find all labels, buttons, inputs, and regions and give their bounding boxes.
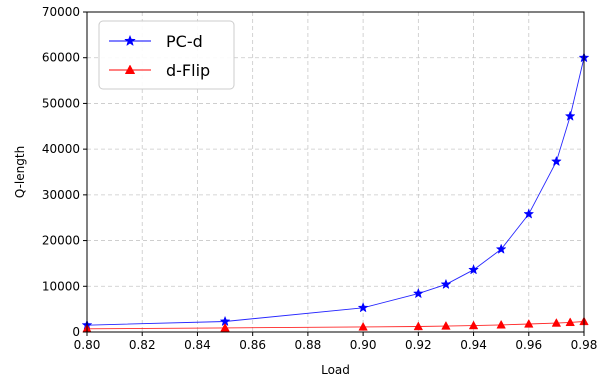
y-tick-label: 60000 <box>42 51 80 65</box>
legend-item-pc-d: PC-d <box>109 32 203 51</box>
data-point-pc-d <box>550 155 562 167</box>
data-point-pc-d <box>412 287 424 299</box>
y-tick-label: 10000 <box>42 279 80 293</box>
series-d-flip <box>82 316 589 333</box>
data-point-d-flip <box>551 318 562 327</box>
plot-frame <box>86 11 585 333</box>
x-tick-label: 0.94 <box>460 338 487 352</box>
data-point-pc-d <box>523 208 535 219</box>
x-axis-title: Load <box>321 363 350 377</box>
data-point-pc-d <box>357 302 369 313</box>
x-tick-label: 0.88 <box>295 338 322 352</box>
x-tick-label: 0.80 <box>74 338 101 352</box>
data-point-pc-d <box>468 264 479 275</box>
data-point-pc-d <box>495 243 507 254</box>
x-tick-label: 0.82 <box>129 338 156 352</box>
x-tick-label: 0.84 <box>184 338 211 352</box>
legend-item-d-flip: d-Flip <box>109 61 210 80</box>
series-line-d-flip <box>86 321 585 330</box>
x-tick-label: 0.98 <box>571 338 598 352</box>
data-point-d-flip <box>565 317 575 327</box>
x-tick-label: 0.96 <box>515 338 542 352</box>
legend-label: d-Flip <box>166 61 210 80</box>
x-tick-label: 0.92 <box>405 338 432 352</box>
legend-marker <box>124 64 136 74</box>
y-axis: 0 10000 20000 30000 40000 50000 60000 70000 <box>42 5 87 339</box>
y-tick-label: 50000 <box>42 96 80 110</box>
data-point-pc-d <box>440 278 452 290</box>
legend: PC-d d-Flip <box>98 20 235 90</box>
x-tick-label: 0.86 <box>239 338 266 352</box>
y-axis-title: Q-length <box>13 146 27 198</box>
data-point-d-flip <box>524 318 534 328</box>
y-tick-label: 20000 <box>42 234 80 248</box>
x-tick-label: 0.90 <box>350 338 377 352</box>
series-layer <box>81 51 590 333</box>
series-pc-d <box>81 51 590 330</box>
series-line-pc-d <box>86 57 585 326</box>
y-tick-label: 70000 <box>42 5 80 19</box>
data-point-d-flip <box>413 321 424 331</box>
legend-marker <box>124 34 136 47</box>
y-tick-label: 40000 <box>42 142 80 156</box>
data-point-d-flip <box>441 321 451 330</box>
data-point-d-flip <box>358 321 368 331</box>
data-point-d-flip <box>496 319 506 329</box>
data-point-pc-d <box>564 110 576 121</box>
x-axis: 0.80 0.82 0.84 0.86 0.88 0.90 0.92 0.94 0.96 0.98 <box>74 332 598 352</box>
y-tick-label: 0 <box>72 325 80 339</box>
legend-label: PC-d <box>166 32 203 51</box>
data-point-d-flip <box>468 320 479 330</box>
y-tick-label: 30000 <box>42 188 80 202</box>
data-point-d-flip <box>220 322 230 332</box>
